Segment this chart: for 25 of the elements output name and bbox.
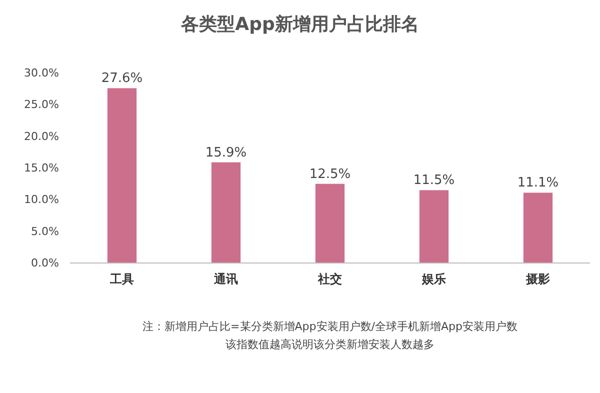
x-tick-label: 工具: [109, 272, 134, 286]
y-tick-label: 25.0%: [24, 98, 59, 112]
y-tick-label: 20.0%: [24, 130, 59, 143]
x-tick-label: 摄影: [525, 272, 550, 286]
y-tick-label: 5.0%: [31, 224, 59, 238]
text: 该指数值越高说明该分类新增安装人数越多: [226, 338, 434, 351]
bar: [315, 184, 345, 263]
bar: [419, 190, 449, 263]
y-tick-label: 0.0%: [31, 256, 59, 270]
y-tick-label: 30.0%: [24, 66, 59, 80]
x-tick-label: 通讯: [213, 272, 238, 286]
x-tick-label: 社交: [317, 272, 342, 286]
bar: [523, 192, 553, 263]
bar: [107, 88, 137, 263]
data-label: 27.6%: [101, 71, 143, 86]
y-tick-label: 15.0%: [24, 162, 59, 175]
data-label: 12.5%: [309, 166, 351, 182]
y-tick-label: 10.0%: [24, 193, 59, 206]
data-label: 15.9%: [205, 145, 247, 160]
data-label: 11.1%: [517, 176, 559, 191]
chart-title: 各类型App新增用户占比排名: [180, 14, 419, 35]
data-label: 11.5%: [413, 173, 455, 188]
bar: [211, 162, 241, 263]
x-tick-label: 娱乐: [421, 272, 446, 286]
text: 注：新增用户占比=某分类新增App安装用户数/全球手机新增App安装用户数: [142, 320, 518, 333]
